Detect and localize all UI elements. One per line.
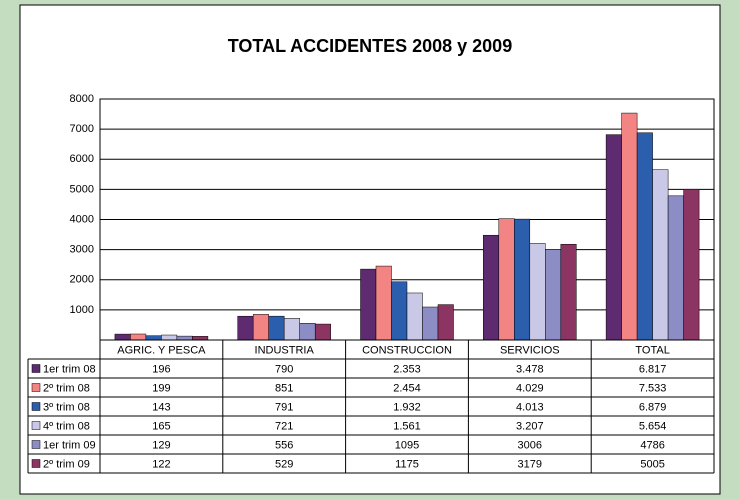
bar <box>406 292 423 341</box>
table-cell: 790 <box>275 363 293 375</box>
table-cell: 196 <box>152 363 170 375</box>
table-cell: 529 <box>275 458 293 470</box>
y-tick-label: 5000 <box>70 183 94 195</box>
legend-label: 3º trim 08 <box>43 401 90 413</box>
bar <box>299 323 316 341</box>
table-cell: 1.561 <box>393 420 421 432</box>
legend-label: 1er trim 08 <box>43 363 96 375</box>
y-tick-label: 8000 <box>70 93 94 105</box>
y-tick-label: 4000 <box>70 213 94 225</box>
y-tick-label: 7000 <box>70 123 94 135</box>
table-cell: 3.478 <box>516 363 544 375</box>
table-cell: 165 <box>152 420 170 432</box>
x-tick-label: TOTAL <box>635 344 669 356</box>
bar <box>114 333 131 341</box>
y-tick-label: 3000 <box>70 244 94 256</box>
bar <box>422 306 439 341</box>
bar <box>683 188 700 341</box>
bar <box>529 243 546 341</box>
x-tick-label: INDUSTRIA <box>255 344 315 356</box>
table-cell: 791 <box>275 401 293 413</box>
table-cell: 5.654 <box>639 420 667 432</box>
bar <box>268 315 285 341</box>
bar <box>498 218 515 341</box>
bar <box>237 315 254 341</box>
x-tick-label: CONSTRUCCION <box>362 344 452 356</box>
table-cell: 3179 <box>518 458 542 470</box>
bar <box>545 249 562 341</box>
table-cell: 851 <box>275 382 293 394</box>
bar <box>375 265 392 341</box>
bar <box>252 314 269 341</box>
table-cell: 3.207 <box>516 420 544 432</box>
bar <box>192 336 209 341</box>
table-cell: 199 <box>152 382 170 394</box>
bar <box>176 335 193 341</box>
table-cell: 6.817 <box>639 363 667 375</box>
y-tick-label: 2000 <box>70 274 94 286</box>
bar <box>605 134 622 341</box>
table-cell: 4.029 <box>516 382 544 394</box>
y-tick-label: 1000 <box>70 304 94 316</box>
table-cell: 4.013 <box>516 401 544 413</box>
table-cell: 1095 <box>395 439 419 451</box>
legend-swatch <box>31 383 41 392</box>
bar <box>130 333 147 341</box>
bar <box>161 334 178 341</box>
table-cell: 5005 <box>640 458 664 470</box>
table-cell: 2.353 <box>393 363 421 375</box>
table-cell: 3006 <box>518 439 542 451</box>
table-cell: 2.454 <box>393 382 421 394</box>
bar <box>621 112 638 341</box>
table-cell: 6.879 <box>639 401 667 413</box>
bar <box>667 195 684 341</box>
bar <box>360 268 377 341</box>
table-cell: 4786 <box>640 439 664 451</box>
legend-swatch <box>31 440 41 449</box>
legend-swatch <box>31 402 41 411</box>
table-cell: 1175 <box>395 458 419 470</box>
bar <box>483 234 500 341</box>
table-cell: 721 <box>275 420 293 432</box>
table-cell: 122 <box>152 458 170 470</box>
chart-title: TOTAL ACCIDENTES 2008 y 2009 <box>228 36 512 56</box>
legend-swatch <box>31 459 41 468</box>
bar <box>283 318 300 341</box>
x-tick-label: SERVICIOS <box>500 344 560 356</box>
table-cell: 1.932 <box>393 401 421 413</box>
table-cell: 556 <box>275 439 293 451</box>
bar <box>636 132 653 341</box>
y-tick-label: 6000 <box>70 153 94 165</box>
table-cell: 143 <box>152 401 170 413</box>
table-cell: 7.533 <box>639 382 667 394</box>
table-cell: 129 <box>152 439 170 451</box>
legend-swatch <box>31 421 41 430</box>
legend-label: 2º trim 09 <box>43 458 90 470</box>
legend-swatch <box>31 364 41 373</box>
bar <box>514 218 531 341</box>
bar <box>437 304 454 341</box>
bar <box>145 335 162 341</box>
legend-label: 2º trim 08 <box>43 382 90 394</box>
bar <box>652 169 669 341</box>
legend-label: 1er trim 09 <box>43 439 96 451</box>
bar <box>314 323 331 341</box>
x-tick-label: AGRIC. Y PESCA <box>117 344 206 356</box>
legend-label: 4º trim 08 <box>43 420 90 432</box>
bar <box>560 243 577 341</box>
bar <box>391 281 408 341</box>
